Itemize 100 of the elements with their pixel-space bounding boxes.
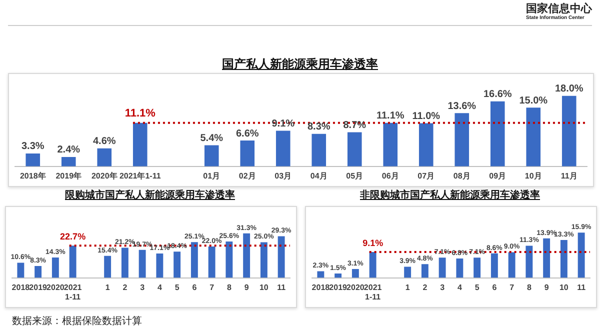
text: 国家信息中心 bbox=[526, 3, 592, 15]
x-tick-label: 9 bbox=[544, 282, 550, 292]
data-label: 2.4% bbox=[57, 144, 80, 156]
x-tick-label: 2018年 bbox=[20, 171, 46, 180]
x-tick-label: 8 bbox=[226, 282, 232, 292]
bar bbox=[26, 153, 40, 166]
x-tick-label: 01月 bbox=[203, 171, 220, 180]
x-tick-label: 5 bbox=[474, 282, 480, 292]
chart-title: 国产私人新能源乘用车渗透率 bbox=[221, 56, 379, 73]
bar bbox=[454, 113, 470, 166]
data-label: 8.3% bbox=[307, 122, 330, 133]
bar bbox=[61, 156, 76, 166]
ref-line-label: 9.1% bbox=[362, 238, 384, 248]
bar bbox=[352, 268, 359, 278]
bar bbox=[526, 246, 533, 278]
x-tick-label: 9 bbox=[244, 282, 250, 292]
x-tick-label: 11 bbox=[277, 282, 286, 292]
bar bbox=[334, 274, 342, 278]
data-label: 16.6% bbox=[483, 89, 512, 100]
bar bbox=[243, 233, 250, 278]
x-tick-label: 7 bbox=[510, 282, 515, 292]
bar bbox=[421, 264, 428, 278]
x-tick-label: 10月 bbox=[524, 171, 542, 180]
bar bbox=[138, 250, 146, 278]
bar bbox=[438, 258, 446, 278]
x-tick-label: 2021 1-11 bbox=[364, 282, 382, 302]
chart-title: 非限购城市国产私人新能源乘用车渗透率 bbox=[359, 188, 541, 203]
bar bbox=[369, 252, 376, 278]
x-tick-label: 1 bbox=[405, 282, 410, 292]
bar bbox=[317, 271, 324, 278]
x-tick-label: 8 bbox=[526, 282, 532, 292]
bar bbox=[456, 258, 464, 278]
bar bbox=[156, 254, 164, 278]
source-note: 数据来源：根据保险数据计算 bbox=[12, 316, 142, 327]
bar bbox=[226, 241, 233, 278]
x-tick-label: 04月 bbox=[310, 171, 328, 180]
bar bbox=[34, 266, 42, 278]
x-tick-label: 1 bbox=[105, 282, 110, 292]
bar bbox=[490, 101, 505, 166]
bar bbox=[312, 134, 326, 166]
bar bbox=[121, 248, 128, 278]
x-tick-label: 6 bbox=[192, 282, 198, 292]
bar bbox=[260, 242, 268, 278]
bar bbox=[347, 132, 362, 166]
x-tick-label: 2019 bbox=[329, 282, 348, 292]
bar bbox=[190, 242, 198, 278]
data-label: 11.0% bbox=[412, 111, 440, 122]
bar bbox=[383, 122, 398, 166]
x-tick-label: 11月 bbox=[560, 171, 578, 180]
bar bbox=[543, 238, 550, 278]
x-tick-label: 07月 bbox=[418, 171, 435, 180]
bar bbox=[278, 236, 285, 278]
x-tick-label: 2021 1-11 bbox=[64, 282, 82, 302]
x-tick-label: 2019年 bbox=[56, 171, 82, 180]
x-tick-label: 6 bbox=[492, 282, 498, 292]
x-tick-label: 2019 bbox=[29, 282, 48, 292]
x-tick-label: 2 bbox=[122, 282, 128, 292]
x-tick-label: 3 bbox=[140, 282, 146, 292]
x-tick-label: 09月 bbox=[489, 171, 506, 180]
bar bbox=[276, 130, 290, 166]
x-tick-label: 02月 bbox=[238, 171, 256, 180]
x-tick-label: 3 bbox=[440, 282, 446, 292]
bar bbox=[104, 256, 112, 278]
bar bbox=[52, 257, 59, 278]
x-tick-label: 2021年1-11 bbox=[119, 171, 162, 180]
x-tick-label: 2018 bbox=[12, 282, 30, 292]
chart-title: 限购城市国产私人新能源乘用车渗透率 bbox=[64, 188, 236, 203]
x-tick-label: 2 bbox=[422, 282, 428, 292]
bar bbox=[17, 262, 24, 278]
x-tick-label: 05月 bbox=[346, 171, 364, 180]
x-tick-label: 5 bbox=[174, 282, 180, 292]
data-label: 9.1% bbox=[272, 118, 295, 130]
bar bbox=[404, 266, 412, 278]
x-tick-label: 4 bbox=[457, 282, 462, 292]
bar bbox=[474, 258, 481, 278]
x-tick-label: 06月 bbox=[382, 171, 399, 180]
data-label: 6.6% bbox=[236, 128, 259, 140]
bar bbox=[97, 148, 112, 166]
ref-line-label: 22.7% bbox=[60, 232, 86, 242]
bar bbox=[208, 246, 216, 278]
bar bbox=[508, 252, 516, 278]
x-tick-label: 2020年 bbox=[91, 171, 118, 180]
ref-line-label: 11.1% bbox=[124, 107, 156, 120]
data-label: 13.6% bbox=[448, 100, 476, 112]
data-label: 4.6% bbox=[92, 136, 116, 148]
x-tick-label: 7 bbox=[210, 282, 215, 292]
data-label: 8.7% bbox=[343, 120, 366, 132]
data-label: 15.0% bbox=[519, 95, 548, 106]
bar bbox=[490, 253, 498, 278]
data-label: 18.0% bbox=[554, 84, 584, 95]
x-tick-label: 2020 bbox=[46, 282, 65, 292]
x-tick-label: 10 bbox=[559, 282, 569, 292]
bar bbox=[560, 240, 568, 278]
x-tick-label: 2020 bbox=[346, 282, 365, 292]
bar bbox=[526, 108, 541, 166]
data-label: 5.4% bbox=[200, 132, 224, 144]
data-label: 11.1% bbox=[376, 110, 404, 122]
data-label: 3.3% bbox=[21, 141, 44, 152]
x-tick-label: 4 bbox=[157, 282, 162, 292]
x-tick-label: 08月 bbox=[453, 171, 470, 180]
